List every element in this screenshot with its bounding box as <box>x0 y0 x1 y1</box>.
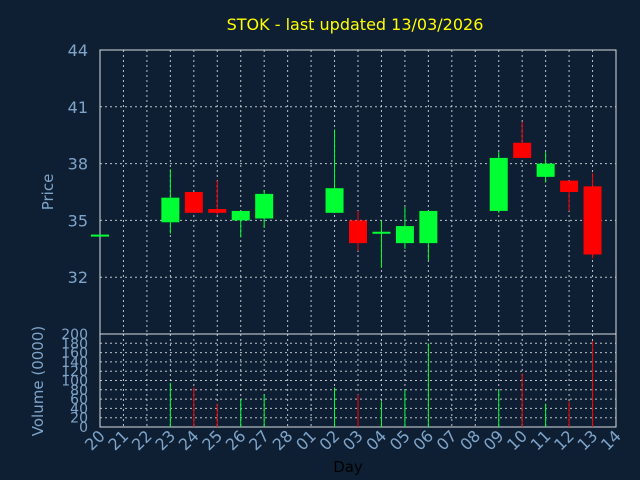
price-tick-label: 35 <box>68 211 88 230</box>
price-axis-label: Price <box>39 174 57 211</box>
candle-body <box>536 163 555 177</box>
candle-body <box>208 209 227 213</box>
candle-body <box>513 142 532 158</box>
volume-bar-series <box>169 340 594 427</box>
candle-body <box>489 157 508 211</box>
volume-tick-label: 200 <box>61 327 88 343</box>
chart-title: STOK - last updated 13/03/2026 <box>227 15 484 34</box>
candlestick-series <box>91 121 602 268</box>
price-grid <box>100 50 616 334</box>
day-axis-label: Day <box>333 458 363 476</box>
volume-tick-label: 80 <box>70 383 88 399</box>
candle-body <box>184 192 203 213</box>
volume-tick-label: 120 <box>61 364 88 380</box>
price-tick-label: 38 <box>68 155 88 174</box>
volume-tick-label: 40 <box>70 401 88 417</box>
candle-body <box>255 193 274 219</box>
candle-body <box>325 188 344 213</box>
candle-body <box>583 186 602 255</box>
candle-body <box>231 210 250 221</box>
volume-axis-label: Volume (0000) <box>29 326 47 436</box>
candle-body <box>395 226 414 244</box>
volume-tick-label: 180 <box>61 336 88 352</box>
price-axis-ticks: 32 35 38 41 44 <box>68 41 88 287</box>
volume-tick-label: 20 <box>70 411 88 427</box>
volume-grid <box>100 334 616 427</box>
price-tick-label: 41 <box>68 98 88 117</box>
candle-body <box>560 180 579 192</box>
candle-body <box>161 197 180 223</box>
volume-tick-label: 100 <box>61 374 88 390</box>
volume-tick-label: 140 <box>61 355 88 371</box>
candle-body <box>419 210 438 244</box>
price-tick-label: 32 <box>68 268 88 287</box>
day-tick-label: 14 <box>597 426 625 454</box>
candle-body <box>349 220 367 244</box>
day-axis-ticks: 2021222324252627280102030405060708091011… <box>81 426 625 454</box>
volume-tick-label: 160 <box>61 346 88 362</box>
volume-tick-label: 60 <box>70 392 88 408</box>
candle-body <box>91 234 109 237</box>
price-tick-label: 44 <box>68 41 88 60</box>
candle-body <box>372 231 391 234</box>
volume-tick-label: 0 <box>79 420 88 436</box>
